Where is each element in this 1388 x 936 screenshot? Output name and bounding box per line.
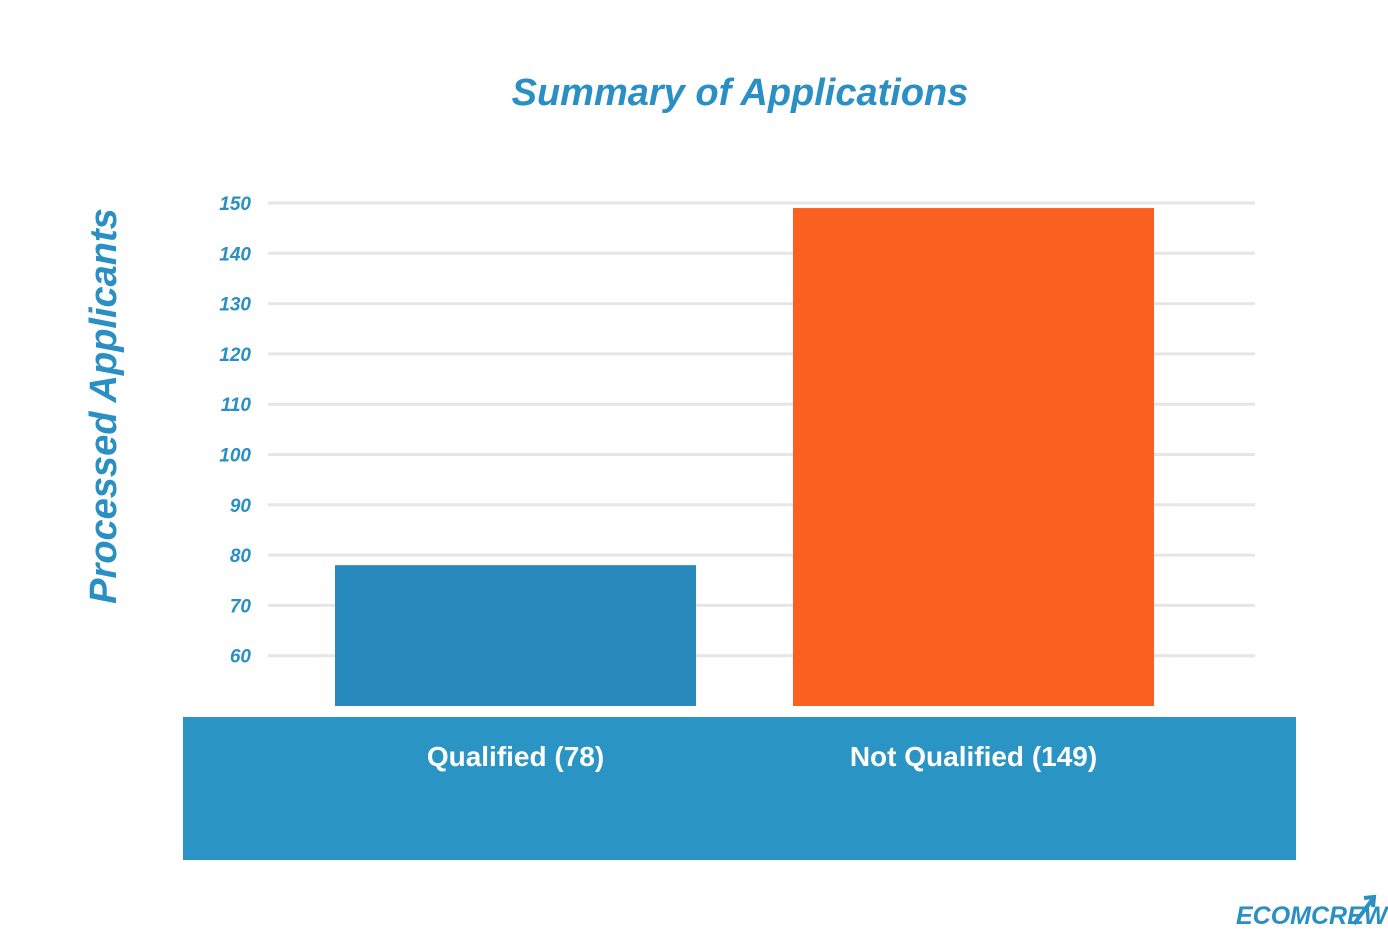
- category-band: [183, 717, 1296, 860]
- ecomcrew-logo: ECOMCREW: [1236, 894, 1388, 930]
- y-tick-label: 80: [230, 546, 252, 567]
- category-label: Qualified (78): [427, 741, 604, 772]
- y-tick-label: 120: [219, 345, 251, 366]
- bars: [335, 208, 1154, 706]
- category-labels: Qualified (78) Not Qualified (149): [427, 741, 1097, 772]
- bar-not-qualified: [793, 208, 1154, 706]
- y-tick-label: 140: [219, 244, 251, 265]
- chart-title: Summary of Applications: [512, 72, 969, 114]
- y-tick-label: 100: [219, 446, 251, 467]
- y-tick-label: 60: [230, 647, 252, 668]
- y-tick-label: 70: [230, 596, 252, 617]
- bar-qualified: [335, 565, 696, 706]
- y-axis-label: Processed Applicants: [83, 208, 125, 604]
- y-tick-labels: 60 70 80 90 100 110 120 130 140 150: [219, 194, 251, 668]
- arrow-up-right-icon: [1352, 894, 1377, 926]
- y-tick-label: 110: [221, 395, 252, 416]
- logo-text: ECOMCREW: [1236, 902, 1388, 930]
- y-tick-label: 150: [219, 194, 251, 215]
- category-label: Not Qualified (149): [850, 741, 1097, 772]
- y-tick-label: 90: [230, 496, 252, 517]
- y-tick-label: 130: [219, 295, 251, 316]
